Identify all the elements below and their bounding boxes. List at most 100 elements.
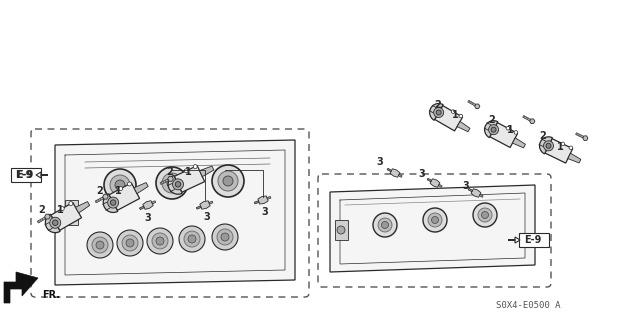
Polygon shape <box>530 119 535 123</box>
Polygon shape <box>438 184 442 187</box>
Polygon shape <box>76 202 90 213</box>
Text: 3: 3 <box>204 212 211 222</box>
Text: 1: 1 <box>452 110 458 120</box>
Polygon shape <box>583 136 588 140</box>
Polygon shape <box>200 201 210 209</box>
Polygon shape <box>168 175 182 194</box>
Circle shape <box>110 175 130 195</box>
Circle shape <box>110 200 116 205</box>
Polygon shape <box>479 194 483 197</box>
Circle shape <box>126 239 134 247</box>
Polygon shape <box>95 197 104 203</box>
Circle shape <box>50 217 61 228</box>
Polygon shape <box>398 174 402 177</box>
Text: E-9: E-9 <box>15 170 33 180</box>
Polygon shape <box>51 203 81 230</box>
Circle shape <box>473 203 497 227</box>
Text: 1: 1 <box>115 186 122 196</box>
Circle shape <box>179 226 205 252</box>
Polygon shape <box>468 100 476 106</box>
Circle shape <box>175 182 180 187</box>
Polygon shape <box>45 214 60 233</box>
Polygon shape <box>258 196 268 204</box>
Polygon shape <box>435 106 463 131</box>
Circle shape <box>428 213 442 227</box>
Polygon shape <box>200 166 214 177</box>
Circle shape <box>162 173 182 193</box>
Text: 2: 2 <box>435 100 442 110</box>
Circle shape <box>212 224 238 250</box>
Circle shape <box>52 220 58 226</box>
Circle shape <box>92 237 108 253</box>
Circle shape <box>117 230 143 256</box>
Circle shape <box>381 221 388 228</box>
Circle shape <box>337 226 345 234</box>
Circle shape <box>212 165 244 197</box>
Polygon shape <box>45 214 50 219</box>
Text: 3: 3 <box>376 157 383 167</box>
Text: 3: 3 <box>463 181 469 191</box>
Circle shape <box>481 211 488 219</box>
Circle shape <box>108 197 118 208</box>
FancyArrow shape <box>36 172 48 178</box>
Polygon shape <box>109 183 140 210</box>
Circle shape <box>156 237 164 245</box>
Text: S0X4-E0500 A: S0X4-E0500 A <box>495 300 560 309</box>
Polygon shape <box>330 185 535 272</box>
Circle shape <box>152 233 168 249</box>
Polygon shape <box>37 217 45 223</box>
Circle shape <box>115 180 125 190</box>
Circle shape <box>223 176 233 186</box>
Polygon shape <box>575 133 584 138</box>
Circle shape <box>543 141 554 151</box>
Circle shape <box>436 110 441 115</box>
Circle shape <box>423 208 447 232</box>
Polygon shape <box>335 220 348 240</box>
Text: 2: 2 <box>38 205 45 215</box>
Polygon shape <box>254 201 259 204</box>
Polygon shape <box>457 122 470 132</box>
Circle shape <box>167 178 177 188</box>
Polygon shape <box>468 188 473 192</box>
Polygon shape <box>545 139 573 163</box>
Circle shape <box>459 114 463 118</box>
Circle shape <box>193 165 197 168</box>
Circle shape <box>506 126 509 130</box>
Circle shape <box>104 169 136 201</box>
Text: 1: 1 <box>184 167 191 177</box>
Text: E-9: E-9 <box>16 170 33 180</box>
Text: 2: 2 <box>166 167 173 177</box>
Polygon shape <box>430 179 440 187</box>
Text: 1: 1 <box>56 205 63 215</box>
Text: 1: 1 <box>507 125 513 135</box>
Circle shape <box>156 167 188 199</box>
Polygon shape <box>540 137 552 154</box>
Circle shape <box>147 228 173 254</box>
Circle shape <box>546 143 551 148</box>
Polygon shape <box>513 138 525 148</box>
Circle shape <box>96 241 104 249</box>
Text: 3: 3 <box>145 213 152 223</box>
Polygon shape <box>471 189 481 197</box>
Polygon shape <box>168 176 173 182</box>
Circle shape <box>488 125 499 135</box>
Polygon shape <box>196 206 201 209</box>
Polygon shape <box>484 121 498 137</box>
FancyBboxPatch shape <box>519 233 549 247</box>
Polygon shape <box>390 169 400 177</box>
Polygon shape <box>152 201 156 204</box>
Polygon shape <box>387 168 392 172</box>
Polygon shape <box>143 201 153 209</box>
Polygon shape <box>103 194 118 212</box>
Polygon shape <box>209 201 213 204</box>
Circle shape <box>373 213 397 237</box>
Circle shape <box>127 182 131 186</box>
Polygon shape <box>427 178 431 182</box>
Polygon shape <box>160 179 168 184</box>
Circle shape <box>514 131 518 134</box>
Circle shape <box>69 202 73 205</box>
Circle shape <box>491 127 496 132</box>
Polygon shape <box>140 206 144 210</box>
Polygon shape <box>568 153 581 163</box>
Circle shape <box>67 207 77 217</box>
